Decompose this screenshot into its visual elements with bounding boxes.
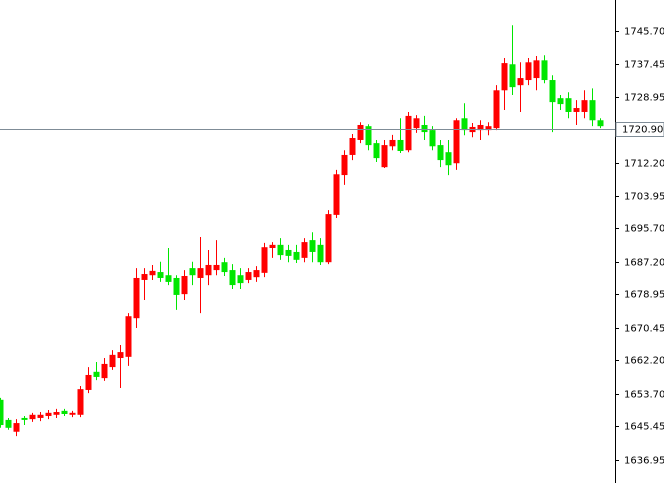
candle-body [365, 126, 372, 146]
candle-body [109, 354, 116, 368]
candle-body [93, 371, 100, 377]
candle-body [517, 78, 524, 86]
candle-body [437, 145, 444, 161]
candle-body [485, 126, 492, 131]
candle-body [541, 60, 548, 81]
y-tick-label: 1728.95 [624, 93, 664, 104]
candle-body [149, 270, 156, 276]
candle-body [101, 363, 108, 379]
candle-body [565, 98, 572, 112]
candle-body [69, 412, 76, 415]
candle-body [133, 277, 140, 319]
candle-body [349, 138, 356, 155]
last-price-box [615, 122, 664, 137]
y-tick-label: 1712.20 [624, 159, 664, 170]
y-tick-label: 1745.70 [624, 27, 664, 38]
candle-body [525, 62, 532, 81]
candle-body [333, 174, 340, 215]
y-tick-label: 1687.20 [624, 258, 664, 269]
candle-body [445, 152, 452, 166]
y-tick-label: 1695.70 [624, 224, 664, 235]
candle-body [13, 423, 20, 432]
candle-body [317, 244, 324, 263]
y-tick-label: 1670.45 [624, 324, 664, 335]
candle-body [245, 272, 252, 280]
candle-body [125, 316, 132, 357]
candle-body [37, 414, 44, 418]
candle-body [373, 143, 380, 159]
candle-body [429, 130, 436, 147]
candle-body [293, 251, 300, 260]
y-tick-label: 1678.95 [624, 290, 664, 301]
candle-body [549, 80, 556, 103]
candle-body [229, 270, 236, 286]
candle-body [21, 417, 28, 420]
candle-body [53, 412, 60, 415]
candle-body [237, 275, 244, 284]
candle-body [181, 276, 188, 295]
candle-body [493, 90, 500, 129]
candle-body [0, 399, 4, 426]
candle-body [29, 414, 36, 420]
candle-body [501, 63, 508, 91]
candle-body [197, 268, 204, 278]
y-tick-label: 1645.45 [624, 422, 664, 433]
candle-body [357, 124, 364, 140]
candle-body [213, 264, 220, 271]
candle-body [77, 389, 84, 415]
candle-body [557, 98, 564, 105]
candle-body [301, 242, 308, 258]
candle-body [325, 214, 332, 263]
candle-body [261, 247, 268, 273]
candle-body [309, 240, 316, 252]
y-tick-label: 1662.20 [624, 356, 664, 367]
candle-body [477, 124, 484, 131]
candle-body [61, 410, 68, 414]
candle-body [573, 108, 580, 112]
y-tick-label: 1703.95 [624, 192, 664, 203]
candle-body [405, 115, 412, 151]
candle-body [221, 262, 228, 273]
candle-body [381, 145, 388, 168]
candle-body [341, 154, 348, 176]
candle-body [597, 120, 604, 127]
candle-body [5, 419, 12, 428]
y-tick-label: 1737.45 [624, 60, 664, 71]
last-price-label: 1720.90 [622, 125, 663, 136]
candle-body [589, 100, 596, 121]
candle-body [581, 100, 588, 112]
candle-body [189, 268, 196, 276]
candle-body [253, 270, 260, 278]
y-tick-label: 1636.95 [624, 456, 664, 467]
candle-body [85, 374, 92, 390]
candle-body [285, 249, 292, 256]
candle-body [173, 277, 180, 295]
candle-body [269, 244, 276, 249]
candle-body [421, 124, 428, 133]
candle-body [397, 139, 404, 152]
candle-body [205, 264, 212, 276]
candle-body [389, 139, 396, 147]
candle-body [117, 352, 124, 359]
candle-body [509, 64, 516, 88]
candle-body [533, 60, 540, 79]
candle-body [277, 244, 284, 256]
candle-body [165, 275, 172, 282]
candle-body [461, 118, 468, 131]
candle-body [413, 118, 420, 129]
candle-body [141, 274, 148, 280]
candle-body [453, 120, 460, 164]
candle-body [45, 412, 52, 416]
candle-body [157, 272, 164, 278]
y-tick-label: 1653.70 [624, 390, 664, 401]
